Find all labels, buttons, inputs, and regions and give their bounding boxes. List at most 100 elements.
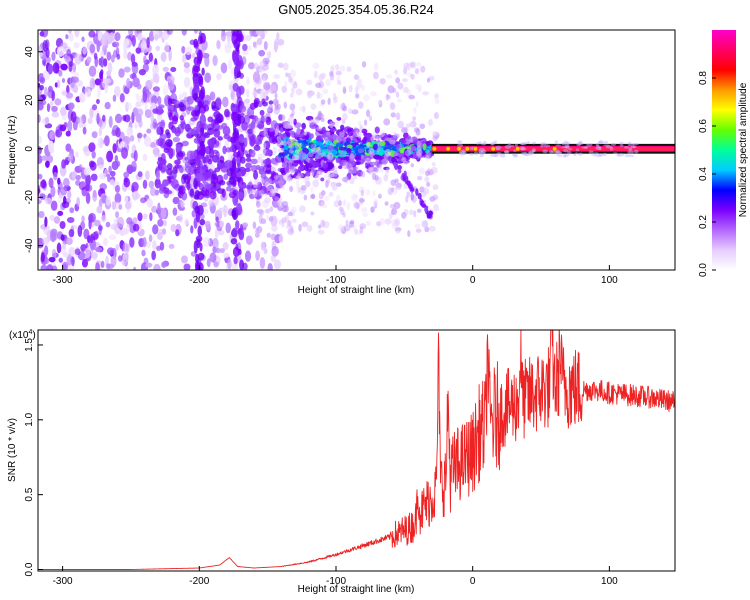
noise-cell (168, 243, 175, 250)
outer-haze-cell (396, 121, 403, 127)
outer-haze-cell (361, 61, 367, 68)
noise-cell (216, 39, 221, 50)
outer-haze-cell (289, 103, 296, 111)
noise-cell (51, 105, 58, 113)
outer-haze-cell (313, 118, 319, 125)
haze-cell (237, 177, 242, 182)
spike-cell (193, 56, 200, 66)
noise-cell (125, 223, 130, 234)
turbulent-cell (322, 162, 328, 169)
noise-cell (47, 140, 55, 153)
noise-cell (38, 154, 43, 164)
noise-cell (45, 56, 52, 64)
x-tick-label: -200 (189, 576, 209, 587)
haze-cell (173, 99, 180, 105)
spike-cell (239, 259, 245, 270)
outer-haze-cell (359, 124, 364, 130)
turbulent-cell (321, 126, 326, 134)
noise-cell (51, 111, 60, 118)
noise-cell (47, 64, 53, 75)
haze-cell (230, 136, 237, 144)
noise-cell (66, 254, 73, 266)
band-dot (456, 146, 462, 152)
noise-cell (57, 177, 61, 185)
outer-haze-cell (394, 178, 399, 184)
band-dot (445, 146, 451, 152)
haze-cell (205, 189, 210, 197)
noise-cell (183, 263, 191, 270)
outer-haze-cell (387, 187, 393, 196)
outer-haze-cell (359, 226, 364, 234)
outer-haze-cell (291, 154, 299, 161)
outer-haze-cell (395, 143, 403, 151)
snr-line (38, 330, 675, 570)
noise-cell (96, 205, 103, 214)
outer-haze-cell (335, 70, 342, 76)
noise-cell (167, 80, 175, 91)
spike-cell (194, 205, 200, 214)
outer-haze-cell (264, 197, 271, 204)
haze-cell (178, 166, 184, 174)
outer-haze-cell (284, 80, 288, 89)
noise-cell (149, 142, 156, 148)
noise-cell (222, 242, 229, 251)
outer-haze-cell (322, 88, 329, 95)
band-halo-cell (573, 153, 577, 156)
outer-haze-cell (383, 174, 389, 182)
band-halo-cell (540, 142, 547, 146)
noise-cell (103, 237, 108, 246)
noise-cell (135, 93, 140, 102)
noise-cell (156, 245, 162, 251)
noise-cell (156, 231, 163, 241)
turbulent-cell (396, 160, 404, 164)
x-tick-label: 0 (470, 576, 476, 587)
outer-haze-cell (258, 68, 263, 74)
spike-cell (234, 220, 240, 230)
band-halo-cell (623, 146, 629, 149)
turbulent-cell (309, 133, 314, 139)
snr-plot-area (38, 330, 675, 571)
outer-haze-cell (330, 122, 334, 129)
noise-cell (114, 192, 122, 204)
outer-haze-cell (318, 199, 322, 206)
noise-cell (96, 98, 100, 105)
haze-cell (167, 104, 175, 112)
outer-haze-cell (305, 180, 311, 188)
noise-cell (184, 218, 189, 226)
outer-haze-cell (312, 179, 319, 188)
outer-haze-cell (333, 92, 337, 100)
noise-cell (71, 76, 80, 83)
outer-haze-cell (370, 206, 375, 213)
noise-cell (146, 198, 153, 208)
noise-cell (260, 241, 266, 251)
band-halo-cell (461, 149, 466, 153)
outer-haze-cell (415, 62, 422, 67)
haze-cell (162, 179, 170, 187)
outer-haze-cell (420, 65, 426, 73)
turbulent-cell (352, 146, 358, 151)
haze-cell (236, 113, 242, 120)
noise-cell (106, 70, 111, 77)
noise-cell (69, 81, 77, 92)
haze-cell (179, 104, 187, 112)
outer-haze-cell (340, 149, 345, 158)
haze-cell (253, 144, 261, 152)
y-tick-label: -20 (24, 190, 35, 205)
outer-haze-cell (424, 176, 430, 183)
noise-cell (121, 147, 128, 159)
outer-haze-cell (295, 175, 301, 181)
noise-cell (88, 160, 95, 168)
noise-cell (91, 150, 96, 159)
outer-haze-cell (389, 203, 396, 209)
noise-cell (45, 160, 50, 168)
x-tick-label: -100 (326, 275, 346, 286)
band-halo-cell (563, 153, 569, 158)
haze-cell (212, 170, 217, 180)
outer-haze-cell (416, 208, 422, 213)
outer-haze-cell (281, 221, 285, 228)
noise-cell (157, 96, 162, 106)
outer-haze-cell (374, 166, 379, 173)
noise-cell (92, 79, 96, 87)
noise-cell (121, 228, 127, 235)
